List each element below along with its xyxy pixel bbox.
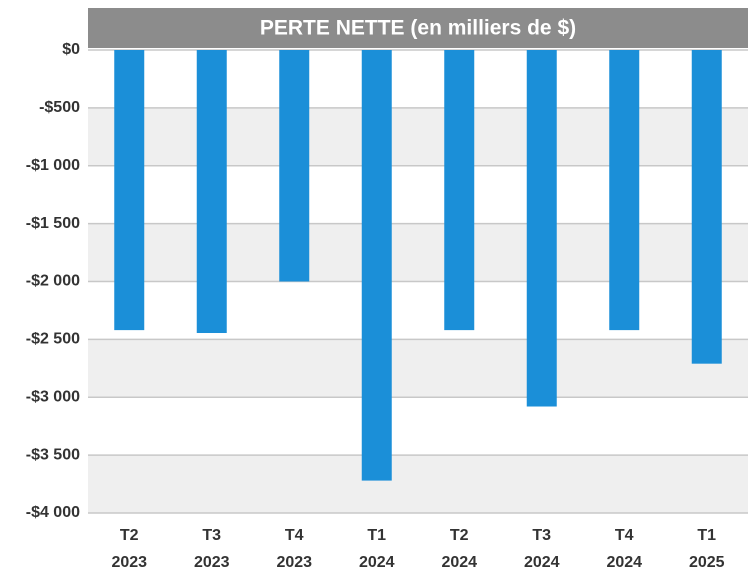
x-tick-label: 2023 (194, 554, 230, 571)
x-tick-label: 2023 (111, 554, 147, 571)
x-tick-label: 2024 (441, 554, 477, 571)
y-tick-label: -$2 500 (26, 331, 80, 348)
x-tick-label: T4 (285, 527, 304, 544)
bar (114, 50, 145, 331)
x-tick-label: T2 (450, 527, 469, 544)
y-tick-label: -$1 000 (26, 157, 80, 174)
band (88, 223, 748, 282)
bar (279, 50, 310, 282)
x-tick-label: 2024 (524, 554, 560, 571)
y-tick-label: -$2 000 (26, 273, 80, 290)
x-tick-label: T1 (367, 527, 386, 544)
y-tick-label: -$1 500 (26, 215, 80, 232)
x-tick-label: T1 (697, 527, 716, 544)
y-tick-label: -$3 000 (26, 388, 80, 405)
chart-title: PERTE NETTE (en milliers de $) (260, 17, 576, 40)
plot-background (88, 107, 748, 513)
band (88, 107, 748, 166)
y-tick-label: -$3 500 (26, 446, 80, 463)
x-tick-label: T3 (202, 527, 221, 544)
x-tick-label: 2024 (606, 554, 642, 571)
bar (196, 50, 227, 334)
band (88, 339, 748, 398)
title-banner (88, 8, 748, 48)
x-tick-label: T3 (532, 527, 551, 544)
x-tick-label: 2025 (689, 554, 725, 571)
x-tick-label: T4 (615, 527, 634, 544)
band (88, 455, 748, 513)
y-tick-label: -$500 (39, 99, 80, 116)
bar (444, 50, 475, 331)
bar (609, 50, 640, 331)
x-tick-label: 2024 (359, 554, 395, 571)
y-tick-label: -$4 000 (26, 504, 80, 521)
x-tick-label: 2023 (276, 554, 312, 571)
bar (691, 50, 722, 364)
bar (526, 50, 557, 407)
x-tick-label: T2 (120, 527, 139, 544)
bar (361, 50, 392, 481)
y-tick-label: $0 (62, 41, 80, 58)
